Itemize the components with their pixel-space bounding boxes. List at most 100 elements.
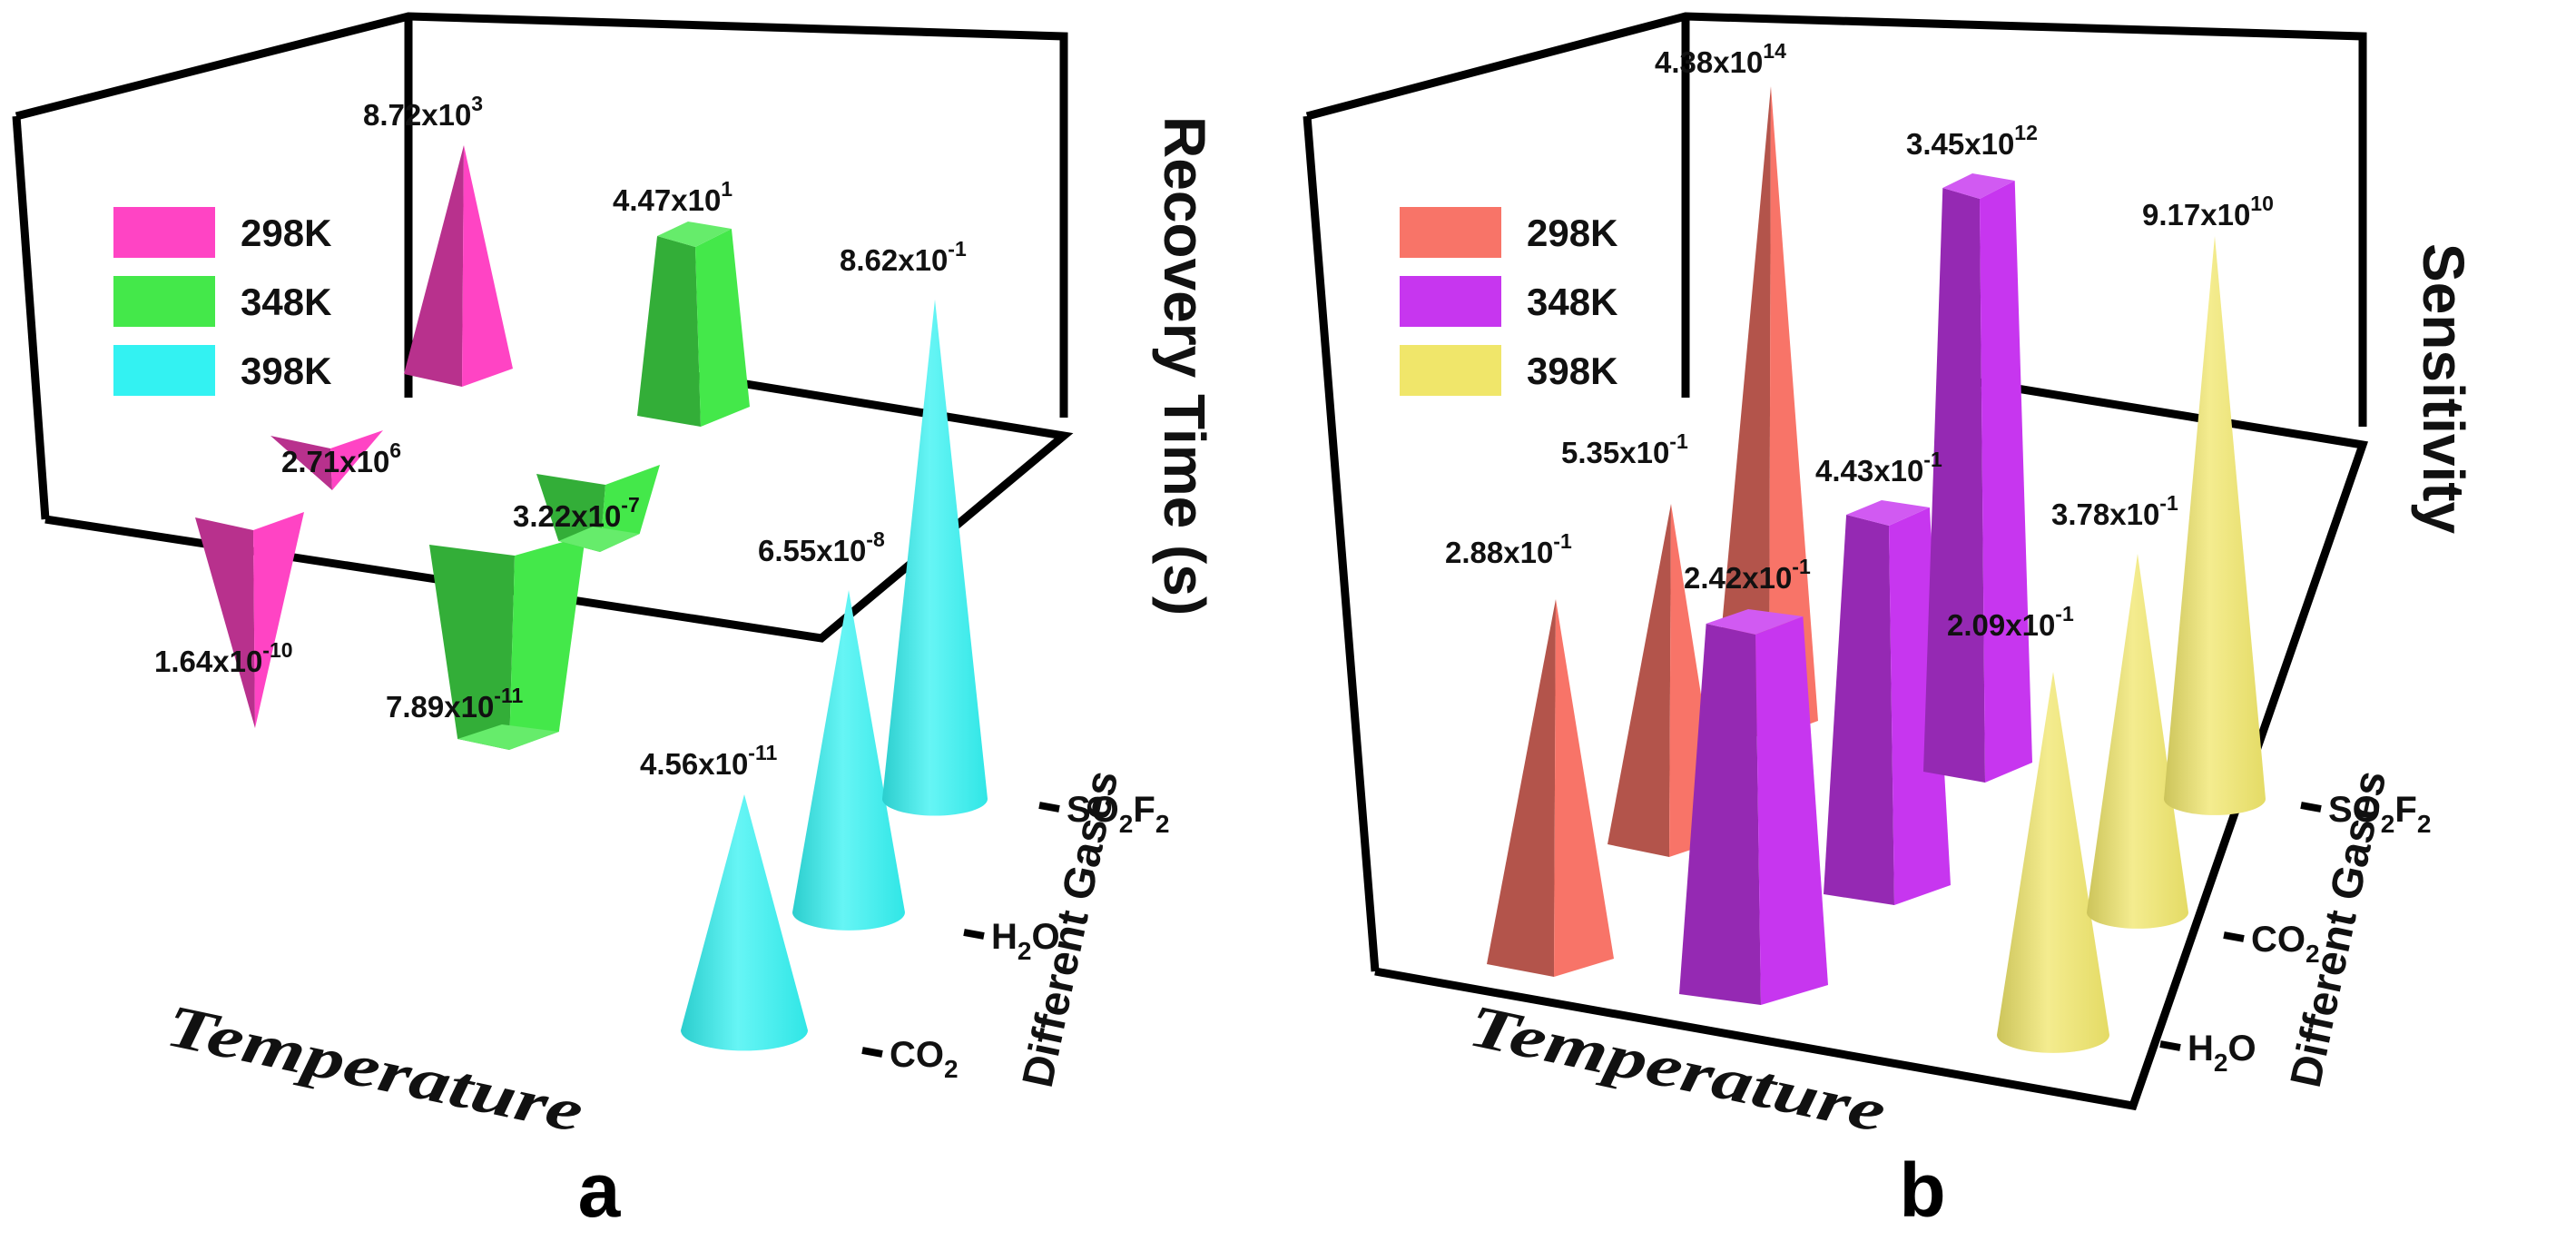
data-label-398k-0-exponent: -1 (2055, 602, 2074, 625)
data-label-398k-2-times-ten: x10 (898, 243, 948, 277)
legend: 298K 348K 398K (113, 207, 331, 396)
data-label-348k-0: 2.42x10-1 (1684, 555, 1811, 595)
legend: 298K 348K 398K (1400, 207, 1617, 396)
data-label-398k-2-exponent: 10 (2250, 192, 2274, 215)
mark-298k-0 (1487, 599, 1614, 977)
data-label-298k-1: 5.35x10-1 (1561, 429, 1688, 469)
mark-398k-2 (2164, 236, 2266, 815)
data-label-398k-1: 3.78x10-1 (2051, 491, 2178, 531)
legend-label-298k: 298K (241, 212, 331, 254)
mark-348k-2 (637, 222, 750, 427)
gas-tick-mark (2300, 802, 2322, 813)
gas-tick-label-1-text: CO (2251, 920, 2306, 960)
data-label-298k-0-times-ten: x10 (212, 645, 262, 678)
data-label-348k-2-times-ten: x10 (1964, 127, 2014, 161)
data-label-298k-0-exponent: -10 (262, 638, 292, 662)
legend-label-348k: 348K (1527, 281, 1617, 323)
data-label-298k-1-exponent: -1 (1669, 429, 1688, 453)
gas-tick-label-2-text: SO (1067, 790, 1119, 830)
gas-tick-mark (2159, 1040, 2181, 1051)
gas-tick-label-0: H2O (2188, 1029, 2256, 1077)
data-label-298k-2-times-ten: x10 (1713, 45, 1763, 79)
data-label-298k-1-exponent: 6 (389, 438, 401, 462)
data-label-398k-1-times-ten: x10 (816, 534, 866, 567)
data-label-298k-1-times-ten: x10 (339, 445, 389, 478)
mark-398k-1 (2087, 554, 2188, 929)
gas-tick-label-1-subscript: 2 (2306, 940, 2320, 968)
z-axis-title: Recovery Time (s) (1152, 116, 1217, 616)
gas-tick-label-2-subscript-2: 2 (1155, 810, 1170, 838)
data-label-398k-1-exponent: -8 (866, 527, 885, 551)
gas-tick-mark (861, 1047, 883, 1058)
gas-tick-label-1: H2O (991, 917, 1060, 965)
data-label-298k-2: 4.38x1014 (1655, 39, 1786, 79)
data-label-398k-0: 2.09x10-1 (1947, 602, 2074, 642)
data-label-348k-1-times-ten: x10 (571, 499, 621, 533)
mark-348k-0 (1679, 609, 1828, 1005)
mark-348k-1 (536, 465, 660, 552)
data-label-298k-2-mantissa: 4.38 (1655, 45, 1713, 79)
legend-label-398k: 398K (241, 350, 331, 392)
data-label-348k-1: 4.43x10-1 (1815, 448, 1942, 488)
panel-a: 1.64x10-102.71x1068.72x1037.89x10-113.22… (12, 12, 1217, 1233)
mark-398k-2 (882, 300, 988, 816)
data-label-398k-0-times-ten: x10 (698, 747, 748, 781)
data-label-348k-2-mantissa: 3.45 (1906, 127, 1964, 161)
data-label-298k-1-mantissa: 5.35 (1561, 436, 1619, 469)
gas-tick-label-0-text: H (2188, 1029, 2214, 1069)
gas-tick-label-0-tail: O (2227, 1029, 2256, 1069)
data-label-298k-0: 1.64x10-10 (154, 638, 293, 678)
mark-398k-0 (681, 794, 808, 1051)
data-label-348k-0-times-ten: x10 (444, 690, 494, 724)
data-label-348k-1-exponent: -7 (621, 493, 639, 517)
mark-348k-1 (1824, 500, 1951, 905)
data-label-298k-1-mantissa: 2.71 (281, 445, 339, 478)
legend-swatch-398k (113, 345, 215, 396)
panel-letter: b (1899, 1147, 1945, 1233)
data-label-398k-0-mantissa: 4.56 (640, 747, 698, 781)
data-label-348k-0-mantissa: 2.42 (1684, 561, 1742, 595)
mark-298k-2 (1713, 86, 1818, 739)
data-label-398k-2-mantissa: 9.17 (2142, 198, 2200, 231)
data-label-348k-2: 3.45x1012 (1906, 121, 2038, 161)
temperature-axis-title: Temperature (161, 991, 589, 1145)
data-label-398k-0-mantissa: 2.09 (1947, 608, 2005, 642)
data-label-298k-0: 2.88x10-1 (1445, 529, 1572, 569)
data-label-348k-2-exponent: 1 (721, 177, 732, 201)
data-label-298k-0-exponent: -1 (1553, 529, 1572, 553)
back-top-edge (1305, 12, 2367, 427)
legend-swatch-298k (113, 207, 215, 258)
data-label-398k-2-mantissa: 8.62 (840, 243, 898, 277)
data-label-398k-1: 6.55x10-8 (758, 527, 885, 567)
data-label-298k-2-exponent: 14 (1763, 39, 1786, 63)
gas-tick-label-2-text: SO (2328, 790, 2381, 830)
gas-tick-label-2: SO2F2 (1067, 790, 1169, 838)
data-label-348k-2-times-ten: x10 (671, 183, 721, 217)
data-label-348k-2: 4.47x101 (613, 177, 732, 217)
data-label-398k-1-mantissa: 3.78 (2051, 497, 2109, 531)
left-vertical-edge (12, 115, 50, 520)
gas-tick-label-0: CO2 (890, 1035, 959, 1083)
data-label-348k-2-exponent: 12 (2014, 121, 2038, 144)
data-label-298k-0-mantissa: 1.64 (154, 645, 213, 678)
panel-letter: a (578, 1147, 622, 1233)
data-label-348k-0-exponent: -11 (494, 684, 523, 707)
data-label-348k-0-mantissa: 7.89 (386, 690, 444, 724)
data-label-298k-1: 2.71x106 (281, 438, 401, 478)
gas-tick-label-0-text: CO (890, 1035, 944, 1075)
mark-398k-0 (1997, 672, 2109, 1053)
data-label-348k-1-mantissa: 4.43 (1815, 454, 1873, 488)
data-label-398k-0-times-ten: x10 (2005, 608, 2055, 642)
gas-tick-label-2-subscript: 2 (2381, 810, 2395, 838)
data-label-348k-1-times-ten: x10 (1873, 454, 1923, 488)
data-label-348k-1: 3.22x10-7 (513, 493, 640, 533)
gas-tick-label-1-text: H (991, 917, 1018, 957)
data-label-398k-1-times-ten: x10 (2109, 497, 2159, 531)
gas-tick-mark (963, 929, 985, 940)
gas-tick-mark (1038, 802, 1060, 813)
data-label-398k-2: 9.17x1010 (2142, 192, 2274, 231)
data-label-398k-0: 4.56x10-11 (640, 741, 777, 781)
data-label-398k-2: 8.62x10-1 (840, 237, 967, 277)
data-label-298k-2-times-ten: x10 (421, 98, 471, 132)
